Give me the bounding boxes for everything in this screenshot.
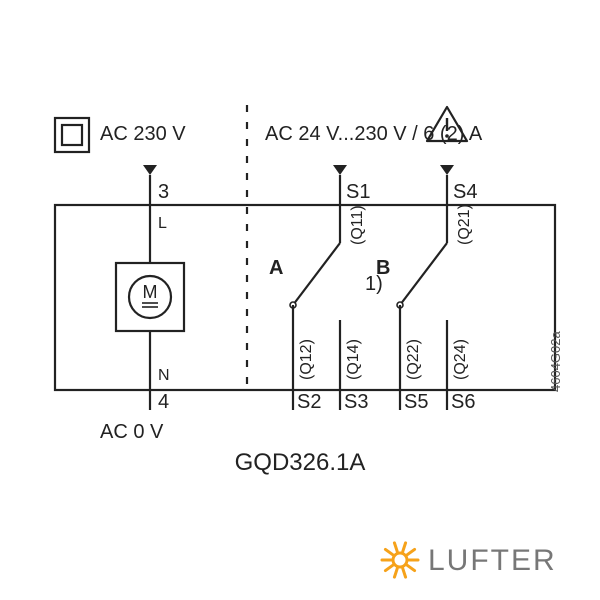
zero-voltage-label: AC 0 V: [100, 421, 164, 443]
terminal-S4: S4: [453, 181, 477, 203]
switch-A: A: [269, 257, 283, 279]
q-label: (Q21): [456, 204, 473, 245]
terminal-4: 4: [158, 391, 169, 413]
q-label: (Q14): [345, 339, 362, 380]
q-label: (Q11): [349, 205, 366, 245]
class2-icon: [55, 118, 89, 152]
wiring-diagram: AC 230 V AC 24 V...230 V / 6 (2) A 3 L M N 4 AC…: [0, 0, 600, 600]
terminal-S6: S6: [451, 391, 475, 413]
q-label: (Q24): [452, 339, 469, 380]
drawing-number: 4604G02a: [548, 331, 563, 392]
q-label: (Q12): [298, 339, 315, 380]
terminal-S3: S3: [344, 391, 368, 413]
brand-label: LUFTER: [428, 544, 557, 577]
q-label: (Q22): [405, 339, 422, 380]
terminal-N: N: [158, 367, 170, 384]
switch-note: 1): [365, 273, 383, 295]
terminal-3: 3: [158, 181, 169, 203]
terminal-S5: S5: [404, 391, 428, 413]
terminal-S1: S1: [346, 181, 370, 203]
terminal-L: L: [158, 215, 167, 232]
terminal-S2: S2: [297, 391, 321, 413]
aux-rating-label: AC 24 V...230 V / 6 (2) A: [265, 123, 483, 145]
model-label: GQD326.1A: [235, 449, 366, 476]
brand-icon: [393, 553, 407, 567]
motor-letter: M: [143, 282, 158, 302]
supply-voltage-label: AC 230 V: [100, 123, 186, 145]
